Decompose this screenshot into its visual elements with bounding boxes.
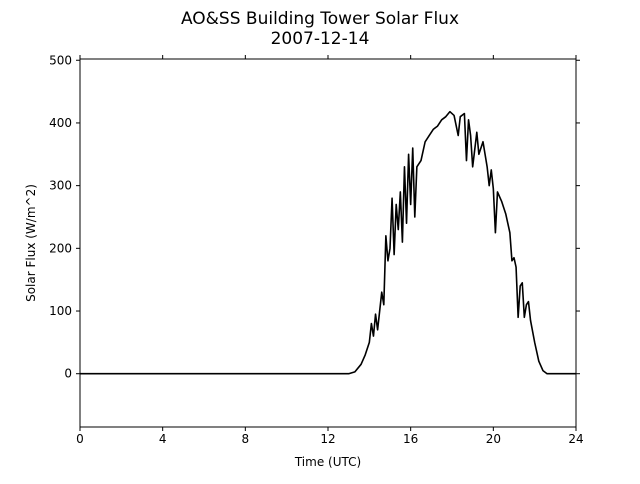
x-tick-label: 20 xyxy=(486,432,501,446)
y-tick-label: 200 xyxy=(49,241,72,255)
x-tick-label: 24 xyxy=(568,432,583,446)
x-tick-label: 8 xyxy=(242,432,250,446)
data-line xyxy=(80,110,576,375)
y-tick-label: 0 xyxy=(64,367,72,381)
x-tick-label: 4 xyxy=(159,432,167,446)
x-tick-label: 0 xyxy=(76,432,84,446)
y-tick-label: 400 xyxy=(49,116,72,130)
chart-title: AO&SS Building Tower Solar Flux xyxy=(181,9,459,29)
x-axis-label: Time (UTC) xyxy=(294,455,361,469)
y-tick-label: 300 xyxy=(49,179,72,193)
y-tick-label: 100 xyxy=(49,304,72,318)
y-axis-label: Solar Flux (W/m^2) xyxy=(24,184,38,302)
x-tick-label: 12 xyxy=(320,432,335,446)
x-tick-label: 16 xyxy=(403,432,418,446)
chart-subtitle: 2007-12-14 xyxy=(271,29,370,49)
plot-frame xyxy=(79,58,577,428)
y-tick-label: 500 xyxy=(49,53,72,67)
